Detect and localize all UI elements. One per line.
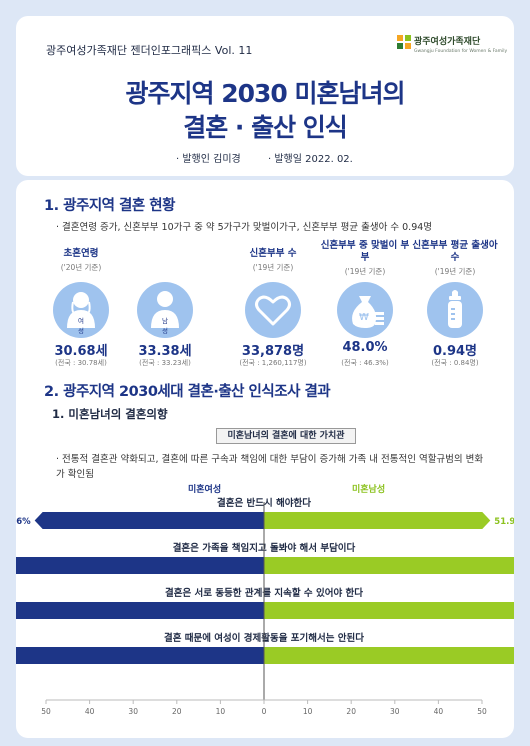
header-card: 광주여성가족재단 젠더인포그래픽스 Vol. 11 광주여성가족재단 Gwang… [16,16,514,176]
logo-subtitle: Gwangju Foundation for Women & Family [414,49,508,54]
series-label: 광주여성가족재단 젠더인포그래픽스 Vol. 11 [46,44,253,57]
x-tick-label: 30 [128,707,138,716]
female-bar [16,647,264,664]
male-value-label: 51.9% [494,517,514,527]
x-tick-label: 10 [216,707,226,716]
female-value-label: 52.6% [16,517,31,527]
section2-bullet: · 전통적 결혼관 약화되고, 결혼에 따른 구속과 책임에 대한 부담이 증가… [56,454,484,480]
x-tick-label: 20 [346,707,356,716]
page-title-line1: 광주지역 2030 미혼남녀의 [125,79,406,108]
stat-value: 30.68세 [54,344,108,359]
stat-national: (전국 : 0.84명) [431,359,479,367]
stat-circle [427,282,483,338]
logo-mark-icon [397,35,411,49]
chart-box-title: 미혼남녀의 결혼에 대한 가치관 [216,428,356,444]
gender-tag-female: 여성 [78,317,84,335]
stat-circle [245,282,301,338]
stat-circle: 여성 [53,282,109,338]
stat-label: 신혼부부 중 맞벌이 부부 [320,240,410,263]
woman-icon [67,292,95,328]
stat-circle: 남성 [137,282,193,338]
stat-circle: ₩ [337,282,393,338]
logo-name: 광주여성가족재단 [414,37,481,47]
stat-national: (전국 : 33.23세) [139,359,191,367]
diverging-bar-chart: 결혼은 반드시 해야한다52.6%51.9%결혼은 가족을 책임지고 돌봐야 해… [16,497,514,716]
x-tick-label: 50 [41,707,51,716]
x-tick-label: 20 [172,707,182,716]
section2-subheading: 1. 미혼남녀의 결혼의향 [52,407,168,421]
male-bar [264,602,514,619]
stat-sub: ('19년 기준) [344,267,386,276]
stat-value: 33.38세 [138,344,192,359]
male-bar [264,557,514,574]
stat-sub: ('19년 기준) [434,267,476,276]
page-title-line2: 결혼 · 출산 인식 [183,113,348,142]
stat-sub: ('20년 기준) [60,263,102,272]
male-bar [264,647,514,664]
stat-national: (전국 : 1,260,117명) [239,359,307,367]
foundation-logo: 광주여성가족재단 Gwangju Foundation for Women & … [396,32,507,64]
svg-text:₩: ₩ [359,312,369,323]
stat-sub: ('19년 기준) [252,263,294,272]
x-tick-label: 30 [390,707,400,716]
legend-male: 미혼남성 [352,485,386,495]
female-bar [34,512,264,529]
baby-bottle-icon [448,290,462,328]
publish-date: · 발행일 2022. 02. [268,154,353,165]
stat-label: 신혼부부 수 [249,248,297,259]
stat-value: 0.94명 [432,344,478,359]
money-bag-icon: ₩ [352,296,384,328]
legend-female: 미혼여성 [188,485,222,495]
section1-bullet: · 결혼연령 증가, 신혼부부 10가구 중 약 5가구가 맞벌이가구, 신혼부… [56,222,433,233]
female-bar [16,602,264,619]
heart-icon [255,295,291,326]
stat-label: 신혼부부 평균 출생아 수 [412,240,498,263]
stat-national: (전국 : 46.3%) [341,359,389,367]
x-tick-label: 10 [303,707,313,716]
man-icon [151,291,179,328]
male-bar [264,512,491,529]
section1-heading: 1. 광주지역 결혼 현황 [44,198,175,214]
gender-tag-male: 남성 [162,317,168,335]
section2-heading: 2. 광주지역 2030세대 결혼·출산 인식조사 결과 [44,384,331,400]
x-tick-label: 40 [434,707,444,716]
publisher: · 발행인 김미경 [176,154,241,165]
x-tick-label: 50 [477,707,487,716]
x-tick-label: 0 [262,707,267,716]
stat-value: 33,878명 [241,344,305,359]
female-bar [16,557,264,574]
stat-value: 48.0% [342,340,388,355]
stat-label: 초혼연령 [63,248,99,259]
x-tick-label: 40 [85,707,95,716]
stat-national: (전국 : 30.78세) [55,359,107,367]
main-card: 1. 광주지역 결혼 현황 · 결혼연령 증가, 신혼부부 10가구 중 약 5… [16,180,514,738]
